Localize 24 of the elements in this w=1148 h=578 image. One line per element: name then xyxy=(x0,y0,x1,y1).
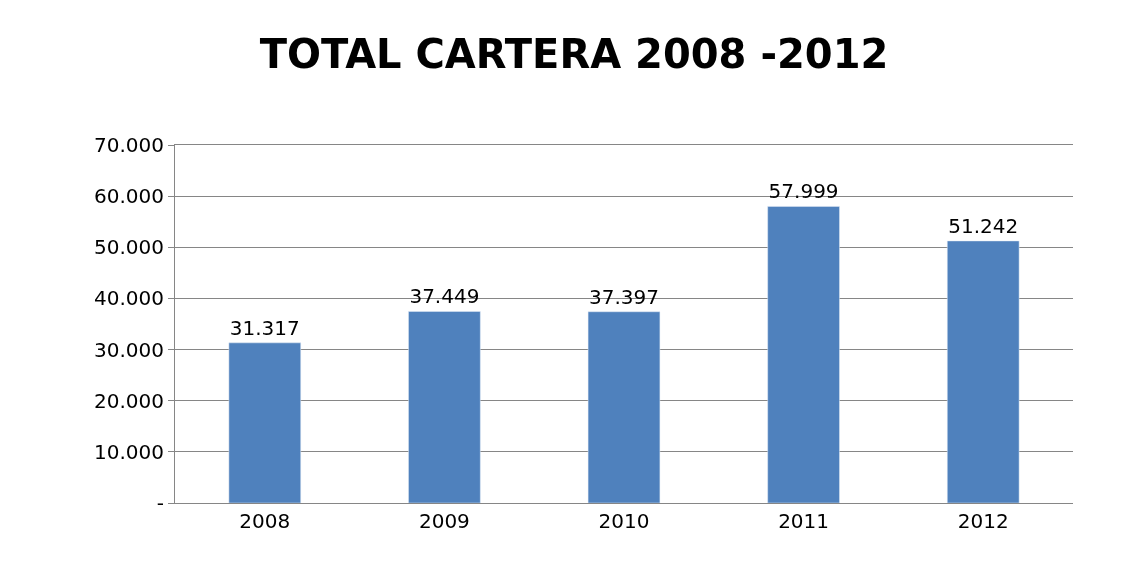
bar xyxy=(587,311,661,503)
y-tick-label: 40.000 xyxy=(94,286,164,311)
x-tick-label: 2011 xyxy=(778,509,830,533)
y-tick-label: 50.000 xyxy=(94,235,164,260)
data-label: 37.449 xyxy=(409,284,480,309)
x-tick-label: 2008 xyxy=(239,509,291,533)
bar xyxy=(228,342,301,503)
x-tick-label: 2009 xyxy=(418,509,470,533)
y-tick-label: - xyxy=(156,491,164,515)
bar xyxy=(767,206,840,503)
chart-title: TOTAL CARTERA 2008 -2012 xyxy=(259,31,889,78)
y-tick-label: 60.000 xyxy=(94,184,164,209)
y-tick-label: 70.000 xyxy=(94,133,164,157)
x-tick-label: 2010 xyxy=(598,509,650,533)
y-tick-label: 20.000 xyxy=(94,388,164,413)
y-tick-label: 30.000 xyxy=(94,337,164,362)
bar xyxy=(947,240,1020,503)
bar xyxy=(408,311,481,503)
data-label: 37.397 xyxy=(589,284,659,309)
x-tick-label: 2012 xyxy=(957,509,1009,533)
data-label: 31.317 xyxy=(229,315,300,340)
data-label: 57.999 xyxy=(768,179,839,204)
data-label: 51.242 xyxy=(948,213,1019,238)
y-tick-label: 10.000 xyxy=(94,439,164,464)
